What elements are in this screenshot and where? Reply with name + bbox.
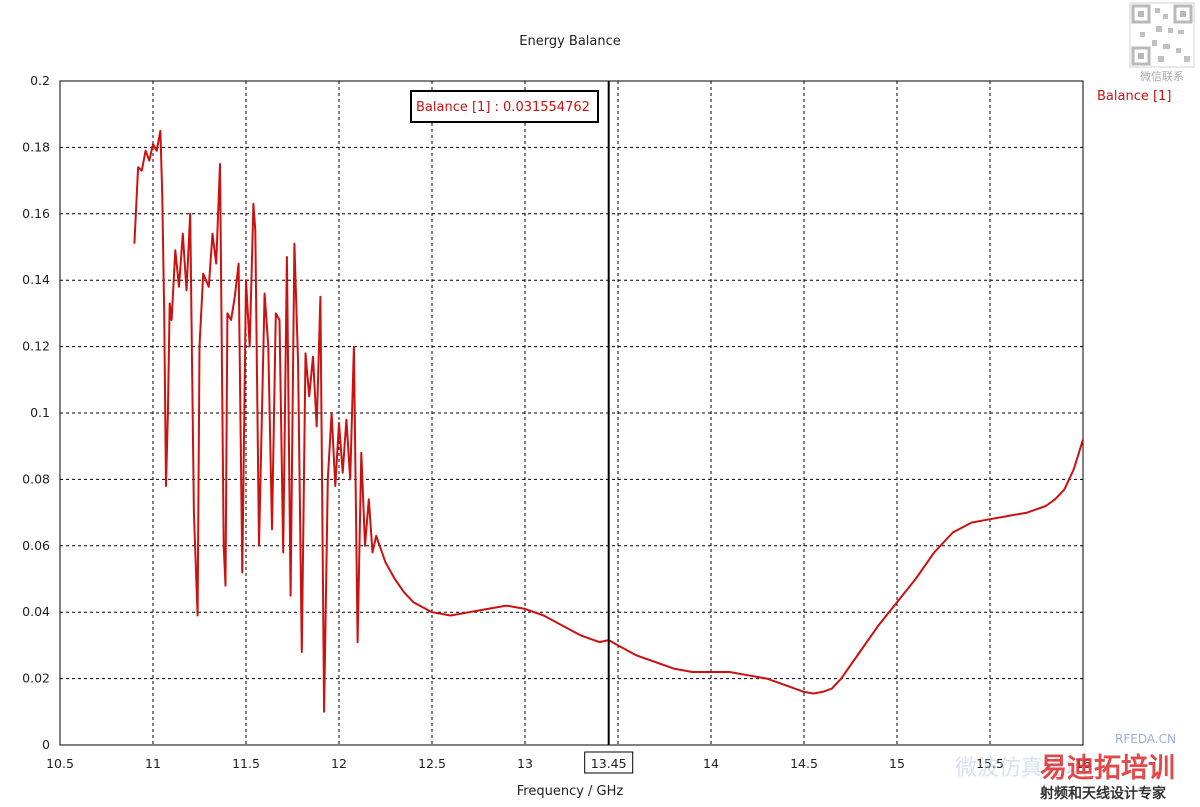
plot-frame [59,80,1084,746]
y-tick-label: 0.18 [22,139,50,154]
y-tick-label: 0.2 [30,73,50,88]
x-tick-label: 10.5 [46,756,74,771]
x-tick-label: 14 [703,756,719,771]
y-tick-label: 0.16 [22,206,50,221]
x-axis-label: Frequency / GHz [517,784,624,799]
y-tick-label: 0.08 [22,471,50,486]
x-tick-label: 15.5 [976,756,1004,771]
x-tick-label: 16 [1075,756,1091,771]
marker-annotation-box [410,90,599,123]
qr-caption: 微信联系 [1140,69,1184,83]
brand-slogan-watermark: 射频和天线设计专家 [1039,785,1167,802]
y-tick-label: 0.12 [22,339,50,354]
y-tick-label: 0.06 [22,538,50,553]
brand-name-watermark: 易迪拓培训 [1040,753,1175,784]
x-tick-label: 12.5 [418,756,446,771]
x-tick-label: 15 [889,756,905,771]
legend-entry-balance-1: Balance [1] [1097,89,1171,104]
y-tick-label: 0 [42,737,50,752]
marker-x-label-box [584,751,634,774]
x-tick-label: 11 [145,756,161,771]
faint-watermark-text: 微波仿真论坛 [955,756,1087,781]
x-tick-label: 14.5 [790,756,818,771]
series-line-balance-1 [133,129,1084,713]
x-tick-label: 12 [331,756,347,771]
brand-watermark: 微波仿真论坛 RFEDA.CN 易迪拓培训 射频和天线设计专家 [955,732,1176,802]
marker-x-label: 13.45 [591,756,627,771]
grid-lines [60,81,1083,745]
qr-code-watermark [1129,2,1195,68]
y-tick-label: 0.14 [22,272,50,287]
y-tick-label: 0.04 [22,604,50,619]
marker-annotation: Balance [1] : 0.031554762 [416,100,590,115]
x-tick-label: 11.5 [232,756,260,771]
y-tick-label: 0.02 [22,671,50,686]
y-tick-label: 0.1 [30,405,50,420]
site-watermark: RFEDA.CN [1115,732,1176,746]
chart-title: Energy Balance [519,34,621,49]
x-tick-label: 13 [517,756,533,771]
y-tick-labels: 0 0.02 0.04 0.06 0.08 0.1 0.12 0.14 0.16 0.18 0.2 [22,73,50,752]
